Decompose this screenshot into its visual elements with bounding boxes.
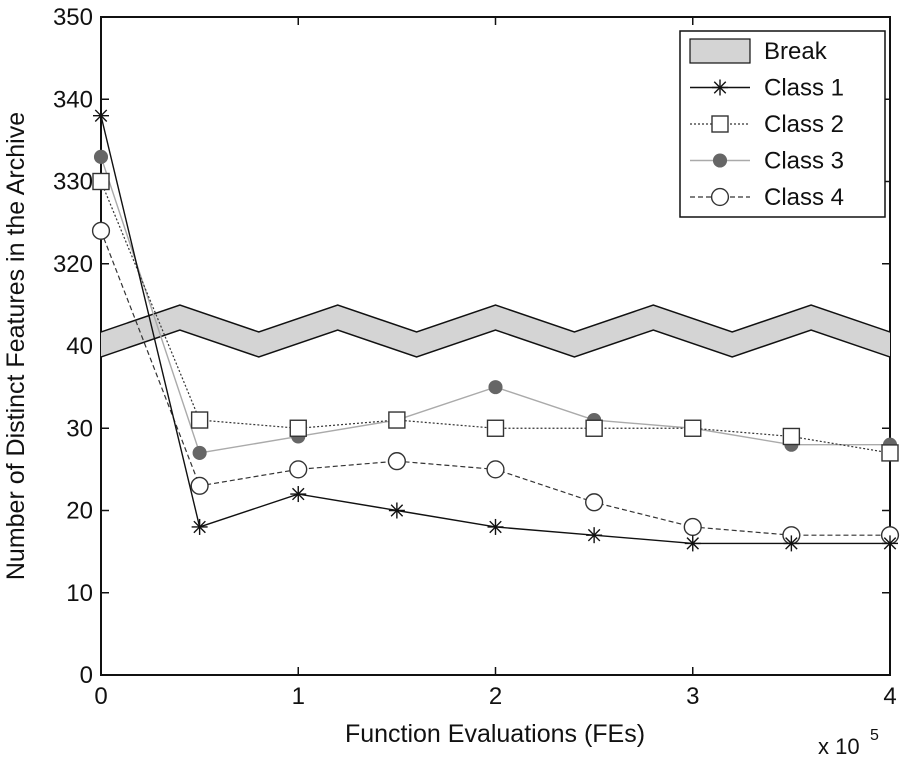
data-point-open-circle bbox=[289, 460, 308, 479]
data-point-asterisk bbox=[712, 79, 728, 96]
data-point-asterisk bbox=[388, 502, 405, 519]
y-tick-label: 350 bbox=[53, 4, 93, 31]
data-point-square bbox=[782, 427, 801, 446]
data-point-square bbox=[881, 444, 899, 462]
x-scale-factor: x 10 bbox=[818, 734, 860, 759]
break-band bbox=[101, 304, 890, 358]
data-point-asterisk bbox=[882, 535, 898, 552]
legend-swatch-break bbox=[689, 38, 751, 64]
data-point-square bbox=[388, 411, 406, 429]
data-point-open-circle bbox=[710, 187, 730, 207]
x-scale-exponent: 5 bbox=[870, 727, 879, 744]
axis-labels: Function Evaluations (FEs) Number of Dis… bbox=[2, 112, 879, 759]
data-point-asterisk bbox=[290, 486, 307, 503]
y-tick-label: 320 bbox=[53, 251, 93, 278]
data-point-asterisk bbox=[487, 518, 504, 535]
x-tick-label: 4 bbox=[883, 683, 896, 710]
y-tick-label: 10 bbox=[66, 580, 93, 607]
data-point-open-circle bbox=[387, 452, 406, 471]
data-point-open-circle bbox=[683, 517, 702, 537]
legend-label: Class 3 bbox=[764, 148, 844, 175]
y-tick-label: 0 bbox=[80, 662, 93, 689]
legend: Break Class 1 Class 2 Class 3 Class 4 bbox=[679, 30, 886, 218]
x-tick-label: 3 bbox=[686, 683, 699, 710]
data-point-open-circle bbox=[91, 221, 111, 240]
data-point-asterisk bbox=[191, 518, 208, 535]
data-point-asterisk bbox=[684, 535, 701, 552]
data-point-open-circle bbox=[585, 493, 604, 512]
data-point-asterisk bbox=[93, 107, 109, 124]
y-tick-label: 330 bbox=[53, 169, 93, 196]
y-tick-label: 340 bbox=[53, 86, 93, 113]
data-point-filled-circle bbox=[712, 153, 728, 168]
y-axis-title: Number of Distinct Features in the Archi… bbox=[2, 112, 30, 580]
y-tick-label: 30 bbox=[66, 415, 93, 442]
legend-label: Class 1 bbox=[764, 75, 844, 102]
x-axis-title: Function Evaluations (FEs) bbox=[345, 720, 645, 748]
data-marks bbox=[91, 107, 900, 552]
data-point-filled-circle bbox=[93, 149, 109, 164]
data-point-filled-circle bbox=[192, 445, 207, 460]
y-tick-label: 40 bbox=[66, 333, 93, 360]
data-point-square bbox=[92, 172, 110, 191]
x-tick-label: 2 bbox=[489, 683, 502, 710]
legend-label: Class 2 bbox=[764, 111, 844, 138]
data-point-square bbox=[585, 419, 603, 437]
legend-label: Class 4 bbox=[764, 184, 844, 211]
data-point-asterisk bbox=[783, 535, 800, 552]
x-tick-label: 0 bbox=[94, 683, 107, 710]
x-tick-label: 1 bbox=[292, 683, 305, 710]
data-point-square bbox=[289, 419, 307, 437]
data-point-square bbox=[190, 411, 209, 429]
data-point-open-circle bbox=[190, 476, 209, 495]
data-point-filled-circle bbox=[488, 380, 503, 395]
data-point-asterisk bbox=[586, 527, 603, 544]
legend-label: Break bbox=[764, 38, 828, 65]
data-point-square bbox=[711, 115, 729, 133]
data-point-square bbox=[684, 419, 702, 437]
data-point-open-circle bbox=[486, 460, 505, 479]
data-point-square bbox=[486, 419, 505, 437]
y-tick-label: 20 bbox=[66, 498, 93, 525]
